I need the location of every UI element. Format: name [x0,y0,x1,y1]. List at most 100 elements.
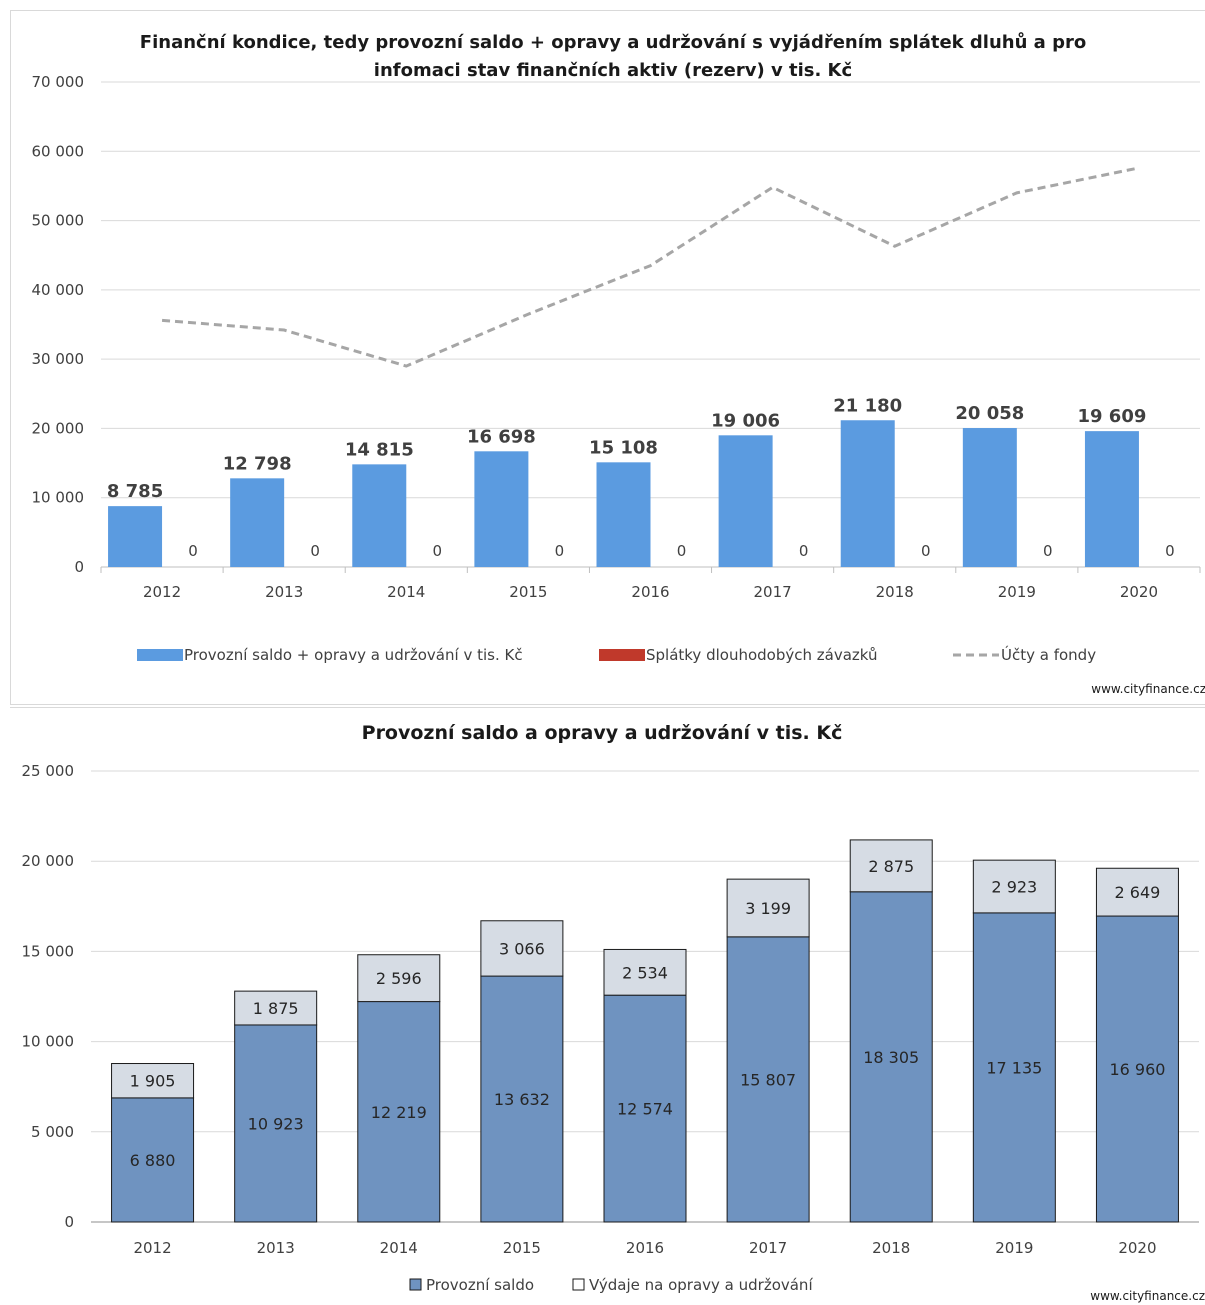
chart1-line-ucty-a-fondy [161,166,1140,368]
chart2-bar-vydaje [603,948,687,996]
chart2-data-label-vydaje: 3 199 [745,899,791,918]
chart1-x-tick: 2014 [387,583,425,601]
chart1-watermark: www.cityfinance.cz [1091,682,1205,696]
chart2-data-label-vydaje: 3 066 [499,939,545,958]
chart1-y-tick: 20 000 [32,419,85,437]
chart2-x-tick: 2020 [1118,1239,1156,1257]
chart2-bar-vydaje [480,920,564,977]
chart1-data-label: 20 058 [955,403,1024,424]
chart2-svg: Provozní saldo a opravy a udržování v ti… [22,722,1205,1303]
chart-financni-kondice: Finanční kondice, tedy provozní saldo + … [10,10,1205,705]
chart2-data-label-saldo: 17 135 [986,1058,1042,1077]
chart2-data-label-vydaje: 2 649 [1115,883,1161,902]
chart2-bar-provozni-saldo [111,1097,195,1223]
chart2-data-label-vydaje: 2 923 [991,878,1037,897]
chart2-bar-provozni-saldo [972,912,1056,1223]
chart2-y-tick: 10 000 [22,1033,75,1051]
chart2-bar-vydaje [849,839,933,893]
chart1-data-label: 14 815 [345,439,414,460]
chart1-y-tick: 60 000 [32,142,85,160]
chart2-y-tick: 25 000 [22,762,75,780]
chart1-x-tick: 2012 [143,583,181,601]
chart-provozni-saldo: Provozní saldo a opravy a udržování v ti… [10,707,1205,1304]
chart2-title: Provozní saldo a opravy a udržování v ti… [362,722,843,744]
chart1-y-tick: 10 000 [32,489,85,507]
chart2-data-label-vydaje: 2 534 [622,963,668,982]
chart1-zero-label: 0 [677,542,687,560]
chart1-bar-provozni-saldo [718,435,773,567]
chart2-data-label-saldo: 10 923 [248,1114,304,1133]
chart1-x-tick: 2020 [1120,583,1158,601]
chart2-data-label-saldo: 18 305 [863,1048,919,1067]
chart2-bar-provozni-saldo [1095,915,1179,1223]
chart2-bar-provozni-saldo [603,994,687,1223]
chart2-bar-provozni-saldo [357,1001,441,1223]
chart2-data-label-vydaje: 2 875 [868,857,914,876]
chart1-y-tick: 0 [74,558,84,576]
chart2-y-tick: 15 000 [22,942,75,960]
chart1-zero-label: 0 [921,542,931,560]
chart1-zero-label: 0 [188,542,198,560]
chart1-y-tick: 70 000 [32,73,85,91]
chart1-zero-label: 0 [1043,542,1053,560]
chart2-bar-vydaje [357,954,441,1003]
chart1-y-tick: 30 000 [32,350,85,368]
chart2-x-tick: 2017 [749,1239,787,1257]
chart2-legend-label-saldo: Provozní saldo [426,1276,534,1294]
chart2-bar-provozni-saldo [234,1024,318,1223]
chart2-legend-swatch-saldo [409,1278,422,1291]
chart1-legend-swatch-red [599,649,645,661]
chart2-y-tick: 0 [64,1213,74,1231]
chart2-watermark: www.cityfinance.cz [1090,1289,1205,1303]
chart1-zero-label: 0 [310,542,320,560]
chart2-y-tick: 20 000 [22,852,75,870]
chart1-y-tick: 40 000 [32,281,85,299]
chart2-x-tick: 2013 [257,1239,295,1257]
chart2-x-tick: 2014 [380,1239,418,1257]
chart2-bar-vydaje [1095,867,1179,917]
chart1-data-label: 21 180 [833,395,902,416]
chart1-x-tick: 2018 [876,583,914,601]
chart1-bar-provozni-saldo [474,451,529,567]
chart1-zero-label: 0 [433,542,443,560]
chart2-x-tick: 2012 [133,1239,171,1257]
chart1-y-tick: 50 000 [32,212,85,230]
chart2-data-label-saldo: 16 960 [1109,1060,1165,1079]
chart2-data-label-saldo: 12 574 [617,1100,673,1119]
chart2-data-label-vydaje: 1 905 [130,1072,176,1091]
chart2-bar-vydaje [234,990,318,1026]
chart1-legend-swatch-bar [137,649,183,661]
chart1-data-label: 16 698 [467,426,536,447]
chart1-data-label: 19 006 [711,410,780,431]
chart1-legend-label-line: Účty a fondy [1001,645,1096,664]
chart2-x-tick: 2015 [503,1239,541,1257]
chart2-y-tick: 5 000 [31,1123,74,1141]
chart1-bar-provozni-saldo [962,428,1017,567]
chart2-bar-provozni-saldo [849,891,933,1223]
chart2-bar-vydaje [726,878,810,938]
chart1-x-tick: 2015 [509,583,547,601]
chart1-x-tick: 2016 [631,583,669,601]
chart2-data-label-saldo: 15 807 [740,1070,796,1089]
chart2-bar-vydaje [111,1063,195,1099]
chart1-svg: Finanční kondice, tedy provozní saldo + … [32,31,1205,696]
chart1-x-tick: 2017 [754,583,792,601]
chart1-zero-label: 0 [555,542,565,560]
chart2-x-tick: 2016 [626,1239,664,1257]
chart1-bar-provozni-saldo [596,462,651,567]
chart1-title-line2: infomaci stav finančních aktiv (rezerv) … [374,60,852,81]
chart1-zero-label: 0 [799,542,809,560]
chart1-x-tick: 2019 [998,583,1036,601]
chart1-data-label: 12 798 [223,453,292,474]
chart2-bar-provozni-saldo [480,975,564,1223]
chart1-data-label: 19 609 [1077,406,1146,427]
chart1-title-line1: Finanční kondice, tedy provozní saldo + … [140,31,1086,53]
chart1-bar-provozni-saldo [352,464,407,567]
chart2-x-tick: 2019 [995,1239,1033,1257]
chart2-legend-swatch-vydaje [572,1278,585,1291]
chart1-bar-provozni-saldo [230,478,285,567]
chart1-data-label: 8 785 [107,481,163,502]
chart2-x-tick: 2018 [872,1239,910,1257]
chart1-zero-label: 0 [1165,542,1175,560]
chart2-data-label-saldo: 13 632 [494,1090,550,1109]
